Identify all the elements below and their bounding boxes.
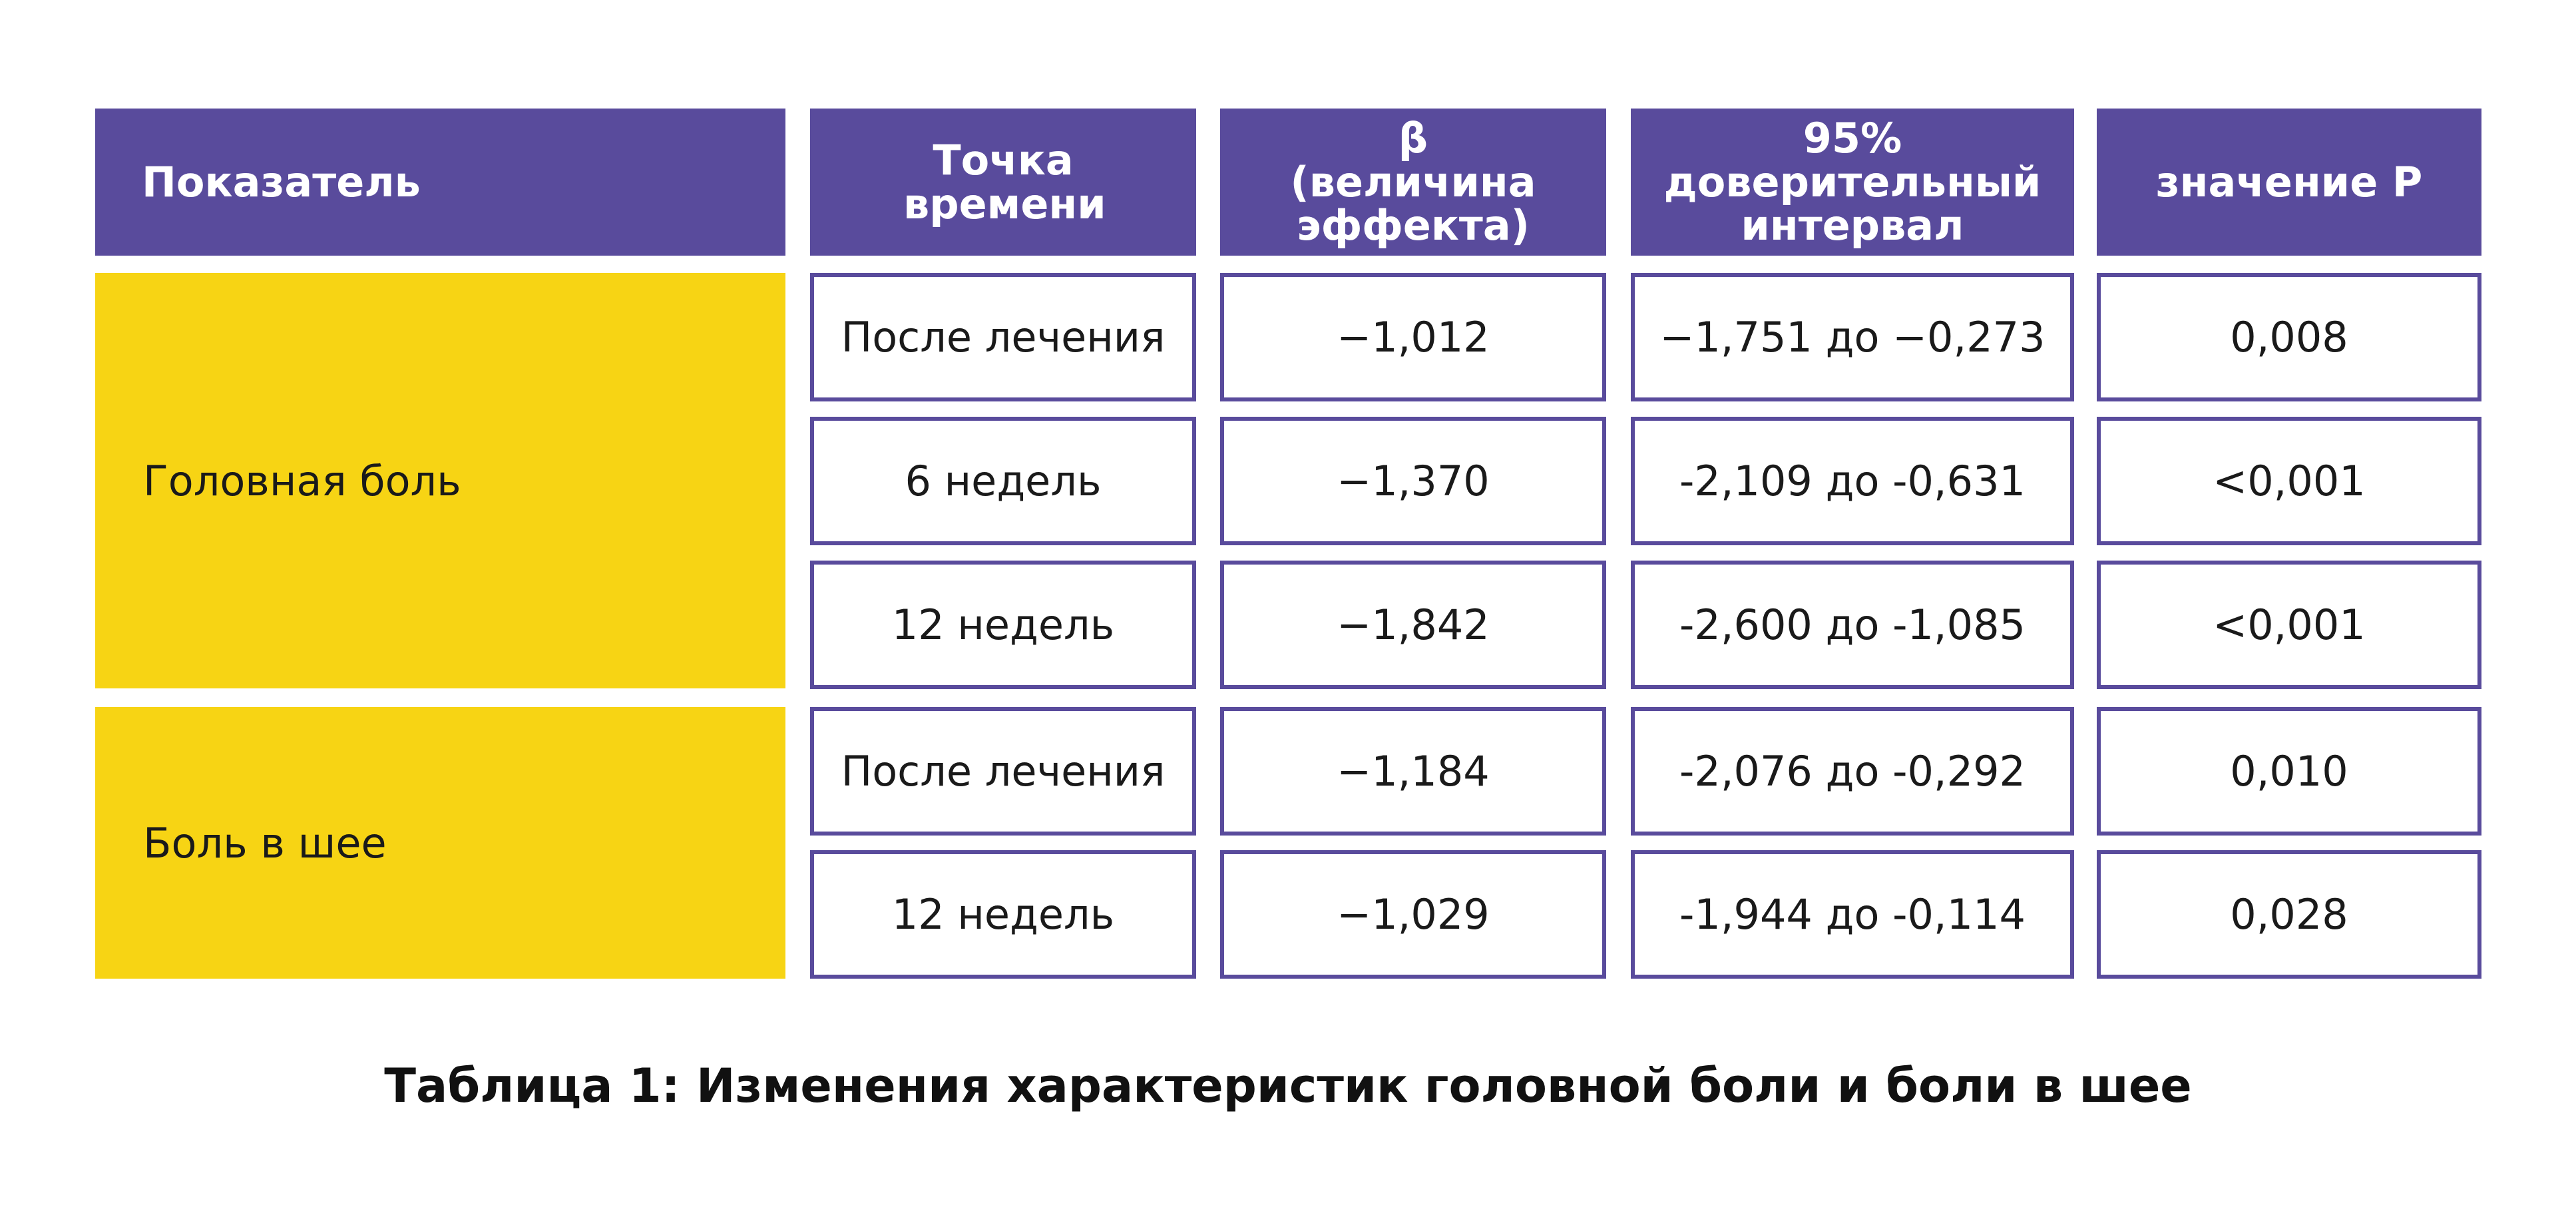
p-value-cell: 0,028: [2097, 850, 2481, 979]
p-value-cell: 0,010: [2097, 707, 2481, 836]
time-point-cell: 12 недель: [810, 850, 1196, 979]
ci-cell: -1,944 до -0,114: [1631, 850, 2074, 979]
header-confidence-interval: 95% доверительный интервал: [1631, 109, 2074, 256]
ci-cell: -2,076 до -0,292: [1631, 707, 2074, 836]
effect-cell: −1,012: [1220, 273, 1606, 401]
group-label-headache: Головная боль: [95, 273, 785, 688]
header-indicator: Показатель: [95, 109, 785, 256]
header-p-value: значение P: [2097, 109, 2481, 256]
ci-cell: -2,109 до -0,631: [1631, 417, 2074, 545]
header-time-point-text: Точка времени: [903, 135, 1106, 228]
ci-cell: -2,600 до -1,085: [1631, 561, 2074, 689]
header-effect-size-text: β (величина эффекта): [1290, 113, 1536, 250]
p-value-cell: <0,001: [2097, 417, 2481, 545]
p-value-cell: <0,001: [2097, 561, 2481, 689]
effect-cell: −1,842: [1220, 561, 1606, 689]
effect-cell: −1,184: [1220, 707, 1606, 836]
group-label-neck-pain: Боль в шее: [95, 707, 785, 979]
time-point-cell: 6 недель: [810, 417, 1196, 545]
time-point-cell: После лечения: [810, 273, 1196, 401]
p-value-cell: 0,008: [2097, 273, 2481, 401]
table-caption: Таблица 1: Изменения характеристик голов…: [384, 1059, 2192, 1113]
header-effect-size: β (величина эффекта): [1220, 109, 1606, 256]
effect-cell: −1,029: [1220, 850, 1606, 979]
ci-cell: −1,751 до −0,273: [1631, 273, 2074, 401]
effect-cell: −1,370: [1220, 417, 1606, 545]
time-point-cell: 12 недель: [810, 561, 1196, 689]
time-point-cell: После лечения: [810, 707, 1196, 836]
header-time-point: Точка времени: [810, 109, 1196, 256]
header-confidence-interval-text: 95% доверительный интервал: [1663, 113, 2041, 250]
